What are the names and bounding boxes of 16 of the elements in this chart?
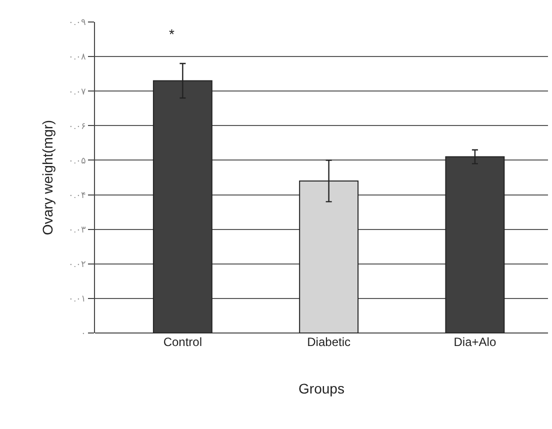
- y-tick-label: ۰.۰۶: [68, 120, 86, 131]
- y-tick-label: ۰.۰۹: [68, 17, 86, 28]
- x-axis-title: Groups: [298, 380, 344, 396]
- y-tick-label: ۰: [81, 328, 86, 338]
- x-tick-label: Control: [163, 335, 202, 349]
- x-tick-label: Diabetic: [307, 335, 350, 349]
- x-tick-label: Dia+Alo: [454, 335, 496, 349]
- y-tick-label: ۰.۰۱: [68, 294, 86, 304]
- y-axis-title: Ovary weight(mgr): [39, 120, 56, 236]
- y-tick-label: ۰.۰۳: [68, 224, 86, 234]
- annotation: *: [169, 26, 175, 42]
- y-tick-label: ۰.۰۷: [68, 86, 86, 96]
- y-tick-label: ۰.۰۲: [68, 259, 86, 270]
- y-tick-label: ۰.۰۴: [68, 190, 86, 200]
- y-tick-label: ۰.۰۸: [68, 52, 86, 62]
- y-tick-label: ۰.۰۵: [68, 155, 86, 166]
